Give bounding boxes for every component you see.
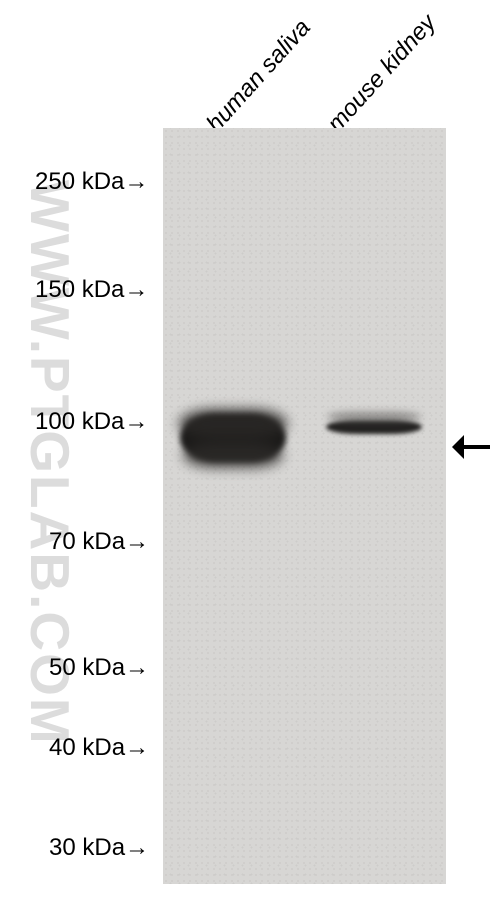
protein-band bbox=[179, 409, 287, 439]
mw-marker-label: 40 kDa→ bbox=[49, 734, 149, 762]
protein-band bbox=[183, 442, 283, 468]
lane-label: human saliva bbox=[201, 14, 316, 138]
protein-band bbox=[327, 412, 421, 422]
blot-membrane bbox=[163, 128, 446, 884]
arrow-head-icon bbox=[452, 435, 464, 459]
mw-marker-label: 70 kDa→ bbox=[49, 528, 149, 556]
mw-marker-label: 250 kDa→ bbox=[35, 168, 148, 196]
mw-marker-label: 100 kDa→ bbox=[35, 408, 148, 436]
lane-label: mouse kidney bbox=[322, 9, 442, 138]
target-band-arrow bbox=[452, 435, 490, 459]
mw-marker-label: 150 kDa→ bbox=[35, 276, 148, 304]
arrow-shaft bbox=[462, 445, 490, 449]
mw-marker-label: 50 kDa→ bbox=[49, 654, 149, 682]
mw-marker-label: 30 kDa→ bbox=[49, 834, 149, 862]
blot-lane bbox=[175, 128, 290, 884]
wb-figure: WWW.PTGLAB.COM human salivamouse kidney … bbox=[0, 0, 500, 903]
blot-lane bbox=[316, 128, 431, 884]
